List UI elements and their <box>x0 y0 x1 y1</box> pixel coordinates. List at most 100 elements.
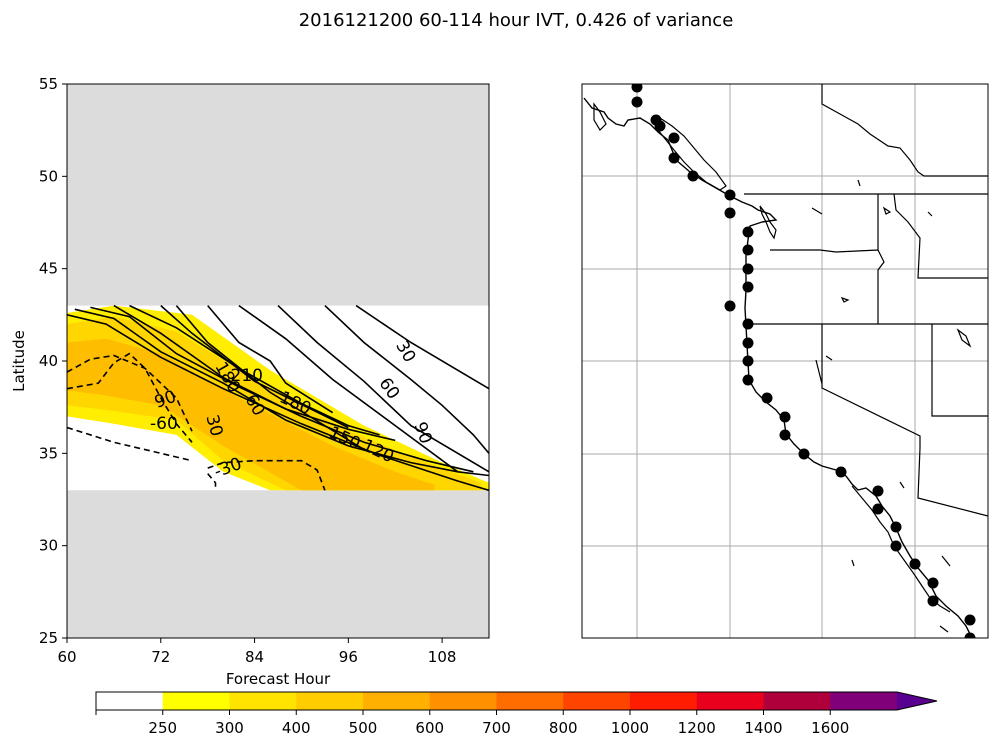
colorbar-ticks: 250 300 400 500 600 700 800 1000 1200 1400 1600 <box>95 710 849 737</box>
contour-line-solid <box>324 305 489 454</box>
masked-latitude-bands <box>67 84 489 638</box>
station-marker <box>742 226 754 238</box>
y-axis-label: Latitude <box>10 330 28 392</box>
colorbar-tick-label: 500 <box>349 719 378 737</box>
colorbar-tick-label: 1200 <box>678 719 716 737</box>
x-tick-label: 72 <box>151 648 170 666</box>
ivt-fill-400 <box>67 338 435 491</box>
colorbar: 250 300 400 500 600 700 800 1000 1200 1400 1600 <box>95 691 938 737</box>
y-tick-label: 25 <box>39 629 58 647</box>
station-markers <box>631 84 976 638</box>
station-marker <box>742 244 754 256</box>
contour-line-solid <box>355 304 489 390</box>
station-marker <box>742 374 754 386</box>
x-tick-label: 84 <box>245 648 264 666</box>
station-marker <box>742 318 754 330</box>
station-marker <box>779 429 791 441</box>
station-marker <box>631 96 643 108</box>
colorbar-bin <box>162 692 230 710</box>
contour-label: -60 <box>150 414 178 434</box>
station-marker <box>742 355 754 367</box>
station-marker <box>742 263 754 275</box>
station-marker <box>687 170 699 182</box>
colorbar-tick-label: 600 <box>415 719 444 737</box>
station-marker <box>631 84 643 93</box>
contour-line-solid <box>113 304 396 442</box>
state-borders <box>746 84 988 517</box>
colorbar-tick-label: 300 <box>215 719 244 737</box>
x-axis-ticks: 60 72 84 96 108 <box>57 638 456 666</box>
map-gridlines <box>582 84 988 638</box>
x-axis-label: Forecast Hour <box>226 670 331 688</box>
x-tick-label: 96 <box>339 648 358 666</box>
contour-line-dashed <box>67 354 193 432</box>
y-tick-label: 30 <box>39 537 58 555</box>
station-map-panel <box>581 83 989 639</box>
contour-line-solid <box>175 305 365 451</box>
station-marker <box>668 132 680 144</box>
masked-band <box>67 490 489 638</box>
contour-line-solid <box>277 305 489 473</box>
x-tick-label: 108 <box>428 648 457 666</box>
colorbar-bin <box>363 692 431 710</box>
colorbar-bin <box>429 692 497 710</box>
station-marker <box>724 300 736 312</box>
station-marker <box>761 392 773 404</box>
colorbar-bin <box>229 692 297 710</box>
station-marker <box>964 632 976 638</box>
station-marker <box>668 152 680 164</box>
colorbar-tick-label: 800 <box>549 719 578 737</box>
contour-lines <box>67 304 489 492</box>
colorbar-bin <box>830 692 898 710</box>
station-marker <box>798 448 810 460</box>
colorbar-tick-label: 1600 <box>811 719 849 737</box>
y-tick-label: 50 <box>39 167 58 185</box>
colorbar-bin <box>496 692 564 710</box>
colorbar-tick-label: 1400 <box>744 719 782 737</box>
colorbar-bin <box>630 692 698 710</box>
colorbar-tick-label: 250 <box>148 719 177 737</box>
contour-line-solid <box>207 305 334 414</box>
station-marker <box>890 540 902 552</box>
contour-line-solid <box>160 305 349 429</box>
contour-label: 210 <box>231 366 263 386</box>
colorbar-tick-label: 400 <box>282 719 311 737</box>
contour-line-dashed <box>207 459 326 491</box>
station-marker <box>909 558 921 570</box>
station-marker <box>964 614 976 626</box>
station-marker <box>779 411 791 423</box>
colorbar-extend-arrow <box>897 692 937 710</box>
y-tick-label: 55 <box>39 75 58 93</box>
y-axis-ticks: 25 30 35 40 45 50 55 <box>39 75 67 647</box>
station-marker <box>654 120 666 132</box>
station-marker <box>927 595 939 607</box>
station-marker <box>927 577 939 589</box>
masked-band <box>67 84 489 306</box>
contour-line-solid <box>129 304 380 436</box>
colorbar-bin <box>96 692 164 710</box>
contour-line-dashed <box>67 352 193 443</box>
station-marker <box>742 337 754 349</box>
contour-line-solid <box>74 308 489 477</box>
y-tick-label: 35 <box>39 444 58 462</box>
x-tick-label: 60 <box>57 648 76 666</box>
station-marker <box>742 281 754 293</box>
colorbar-bins <box>96 692 898 710</box>
colorbar-tick-label: 1000 <box>611 719 649 737</box>
coastline <box>583 97 973 638</box>
lakes <box>811 179 972 633</box>
colorbar-bin <box>296 692 364 710</box>
colorbar-bin <box>563 692 631 710</box>
contour-line-dashed <box>67 426 193 462</box>
colorbar-bin <box>763 692 831 710</box>
figure-title: 2016121200 60-114 hour IVT, 0.426 of var… <box>299 10 734 31</box>
puget-sound <box>759 205 777 240</box>
station-marker <box>724 207 736 219</box>
station-marker <box>835 466 847 478</box>
contour-line-solid <box>238 304 459 473</box>
colorbar-outline <box>95 691 938 711</box>
island-vancouver <box>657 116 727 191</box>
y-tick-label: 45 <box>39 260 58 278</box>
